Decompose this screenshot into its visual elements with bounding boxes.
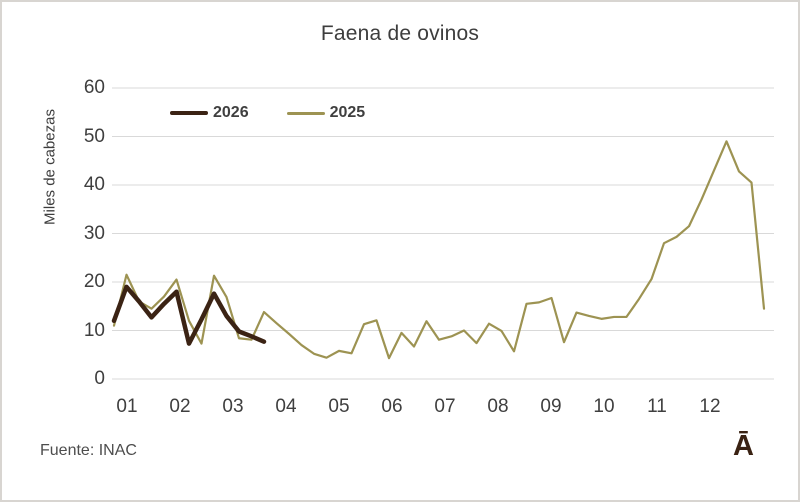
legend-line-swatch xyxy=(170,110,208,116)
y-tick-label: 0 xyxy=(94,368,105,389)
chart-title: Faena de ovinos xyxy=(320,22,480,45)
x-tick-label: 11 xyxy=(647,396,667,417)
x-tick-label: 10 xyxy=(593,396,615,417)
x-tick-label: 04 xyxy=(275,396,297,417)
y-tick-label: 60 xyxy=(83,77,105,98)
x-tick-label: 09 xyxy=(540,396,562,417)
legend-line-swatch xyxy=(286,111,325,115)
inac-logo-glyph: Ā xyxy=(733,430,754,462)
y-tick-label: 50 xyxy=(83,125,105,147)
y-tick-label: 30 xyxy=(83,222,105,244)
x-tick-label: 06 xyxy=(381,396,403,417)
legend-label: 2026 xyxy=(213,104,249,121)
y-tick-label: 40 xyxy=(83,174,105,195)
legend-item-2026: 2026 xyxy=(170,104,249,122)
x-tick-label: 02 xyxy=(169,396,191,417)
x-tick-label: 07 xyxy=(434,396,456,417)
series-line-2025 xyxy=(112,140,766,360)
x-tick-label: 12 xyxy=(699,396,721,417)
chart-legend: 2026 2025 xyxy=(170,104,403,122)
x-tick-label: 03 xyxy=(222,396,244,417)
series-line-2026 xyxy=(111,284,267,346)
x-tick-label: 01 xyxy=(116,396,138,417)
source-note: Fuente: INAC xyxy=(40,442,137,459)
x-tick-label: 08 xyxy=(487,396,509,417)
legend-label: 2025 xyxy=(329,104,366,121)
legend-item-2025: 2025 xyxy=(286,104,366,122)
y-tick-label: 20 xyxy=(83,271,105,292)
y-tick-label: 10 xyxy=(83,319,105,341)
x-tick-label: 05 xyxy=(328,396,350,417)
